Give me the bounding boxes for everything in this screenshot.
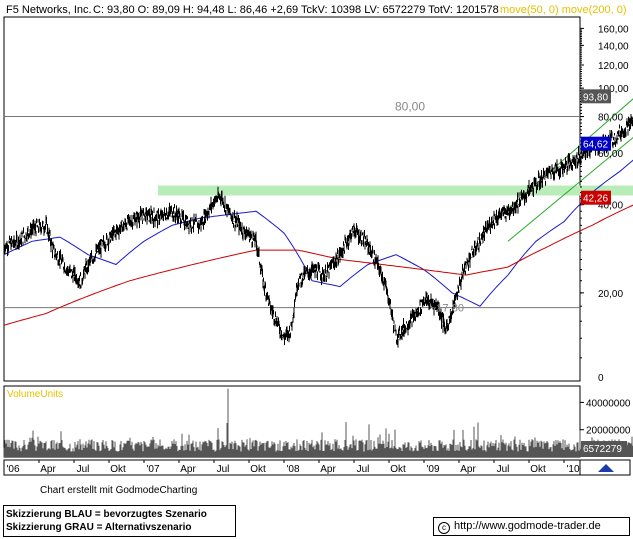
site-url[interactable]: http://www.godmode-trader.de [454,520,601,532]
y-tick-label: 20,00 [598,289,623,300]
y-tick-label: 60,00 [598,149,623,160]
price-panel [3,16,581,382]
x-tick-label: Jul [497,464,510,475]
price-marker [581,89,611,104]
x-tick-label: Okt [530,464,546,475]
legend-gray: Skizzierung GRAU = Alternativszenario [6,522,192,533]
x-tick-label: Apr [40,464,56,475]
vol-tick-label: 20000000 [586,426,631,437]
price-marker-label: 93,80 [583,92,608,103]
price-marker-label: 64,62 [583,140,608,151]
x-tick-label: '09 [426,464,439,475]
x-tick-label: Jul [217,464,230,475]
y-zero-label: 0 [598,373,604,384]
moving-averages-layer [3,159,633,326]
x-tick-label: Jul [357,464,370,475]
level-17-label: ~17,80 [430,303,464,315]
y-tick-label: 80,00 [598,113,623,124]
x-tick-label: Apr [460,464,476,475]
vol-tick-label: 40000000 [586,398,631,409]
horizontal-lines-layer [4,116,580,309]
price-marker [581,190,611,205]
vol-last-marker [581,441,627,455]
price-markers-layer: 93,80 64,62 42,26 [581,89,611,205]
volume-axis-layer: 40000000 20000000 6572279 [580,398,631,455]
ma50-line [3,159,633,307]
x-tick-label: Jul [77,464,90,475]
time-axis-layer: '06 Apr Jul Okt '07 Apr Jul Okt '08 Apr Jul Okt '09 A… [3,460,616,475]
y-tick-label: 100,00 [598,84,629,95]
y-tick-label: 40,00 [598,201,623,212]
x-tick-label: Okt [390,464,406,475]
price-marker [581,136,611,151]
price-marker-label: 42,26 [583,194,608,205]
resistance-zone [158,185,633,196]
trend-channel-layer [500,98,633,242]
volume-bars-layer [3,388,633,457]
y-tick-label: 160,00 [598,24,629,35]
x-tick-label: '07 [146,464,159,475]
legend-blue: Skizzierung BLAU = bevorzugtes Szenario [6,509,207,520]
resistance-zone-layer [158,185,633,196]
channel-upper-line [500,98,633,215]
y-tick-label: 120,00 [598,61,629,72]
header-title: F5 Networks, Inc. [6,4,92,16]
chart-credit: Chart erstellt mit GodmodeCharting [40,485,198,496]
ma200-line [3,204,633,326]
x-tick-label: Apr [320,464,336,475]
level-80-label: 80,00 [395,100,425,114]
x-tick-label: '06 [6,464,19,475]
y-tick-label: 140,00 [598,41,629,52]
header-ma-legend: move(50, 0) move(200, 0) [500,4,627,16]
scenario-legend: Skizzierung BLAU = bevorzugtes Szenario … [3,505,236,537]
header-quote: C: 93,80 O: 89,09 H: 94,48 L: 86,46 +2,6… [93,4,499,16]
x-tick-label: '08 [286,464,299,475]
x-tick-label: Okt [110,464,126,475]
site-link[interactable]: c http://www.godmode-trader.de [433,517,630,536]
pen-icon[interactable] [598,464,614,472]
volume-label: VolumeUnits [7,389,63,400]
copyright-icon: c [438,522,450,534]
x-tick-label: '10 [566,464,579,475]
annotation-layer: 80,00 ~17,80 [395,100,464,315]
vol-last-label: 6572279 [583,444,622,455]
channel-lower-line [507,136,633,242]
x-tick-label: Apr [180,464,196,475]
x-tick-label: Okt [250,464,266,475]
